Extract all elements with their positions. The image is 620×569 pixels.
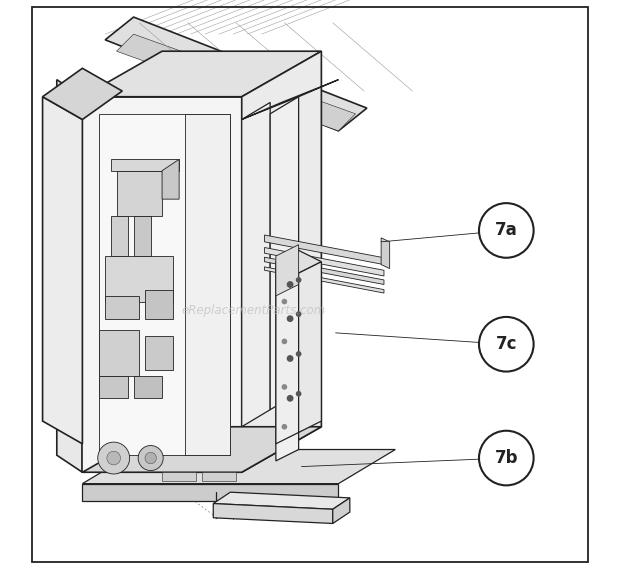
Polygon shape xyxy=(162,472,196,481)
Polygon shape xyxy=(43,97,82,444)
Polygon shape xyxy=(82,450,396,484)
Polygon shape xyxy=(134,376,162,398)
Polygon shape xyxy=(213,504,333,523)
Polygon shape xyxy=(270,97,299,410)
Circle shape xyxy=(107,451,120,465)
Polygon shape xyxy=(145,336,174,370)
Circle shape xyxy=(286,395,293,402)
Circle shape xyxy=(281,384,287,390)
Circle shape xyxy=(479,203,534,258)
Polygon shape xyxy=(134,216,151,256)
Circle shape xyxy=(479,431,534,485)
Polygon shape xyxy=(105,256,174,302)
Polygon shape xyxy=(99,330,140,376)
Polygon shape xyxy=(213,492,350,509)
Polygon shape xyxy=(105,296,140,319)
Polygon shape xyxy=(242,51,321,472)
Circle shape xyxy=(296,391,301,397)
Text: 7b: 7b xyxy=(495,449,518,467)
Polygon shape xyxy=(265,257,384,284)
Polygon shape xyxy=(265,267,384,293)
Polygon shape xyxy=(299,262,321,432)
Text: 7c: 7c xyxy=(495,335,517,353)
Polygon shape xyxy=(265,235,384,265)
Circle shape xyxy=(138,446,163,471)
Polygon shape xyxy=(111,159,179,171)
Polygon shape xyxy=(82,97,242,472)
Circle shape xyxy=(98,442,130,474)
Polygon shape xyxy=(57,80,82,472)
Text: 7a: 7a xyxy=(495,221,518,240)
Circle shape xyxy=(281,424,287,430)
Polygon shape xyxy=(242,102,270,427)
Polygon shape xyxy=(145,290,174,319)
Polygon shape xyxy=(242,80,339,119)
Circle shape xyxy=(286,281,293,288)
Polygon shape xyxy=(276,250,299,444)
Text: eReplacementParts.com: eReplacementParts.com xyxy=(181,304,326,316)
Circle shape xyxy=(286,315,293,322)
Polygon shape xyxy=(99,114,231,455)
Polygon shape xyxy=(185,114,231,455)
Circle shape xyxy=(296,351,301,357)
Polygon shape xyxy=(276,250,321,273)
Circle shape xyxy=(281,339,287,344)
Circle shape xyxy=(286,355,293,362)
Polygon shape xyxy=(99,376,128,398)
Polygon shape xyxy=(111,216,128,256)
Polygon shape xyxy=(265,248,384,276)
Circle shape xyxy=(479,317,534,372)
Polygon shape xyxy=(117,34,355,131)
Polygon shape xyxy=(82,427,321,472)
Polygon shape xyxy=(105,17,367,131)
Polygon shape xyxy=(202,472,236,481)
Polygon shape xyxy=(162,159,179,199)
Polygon shape xyxy=(117,171,162,216)
Polygon shape xyxy=(276,245,299,296)
Polygon shape xyxy=(381,238,389,269)
Polygon shape xyxy=(82,51,321,97)
Circle shape xyxy=(281,299,287,304)
Polygon shape xyxy=(333,498,350,523)
Circle shape xyxy=(145,452,156,464)
Polygon shape xyxy=(82,484,339,501)
Polygon shape xyxy=(276,256,299,461)
Polygon shape xyxy=(43,68,122,119)
Circle shape xyxy=(296,277,301,283)
Circle shape xyxy=(296,311,301,317)
